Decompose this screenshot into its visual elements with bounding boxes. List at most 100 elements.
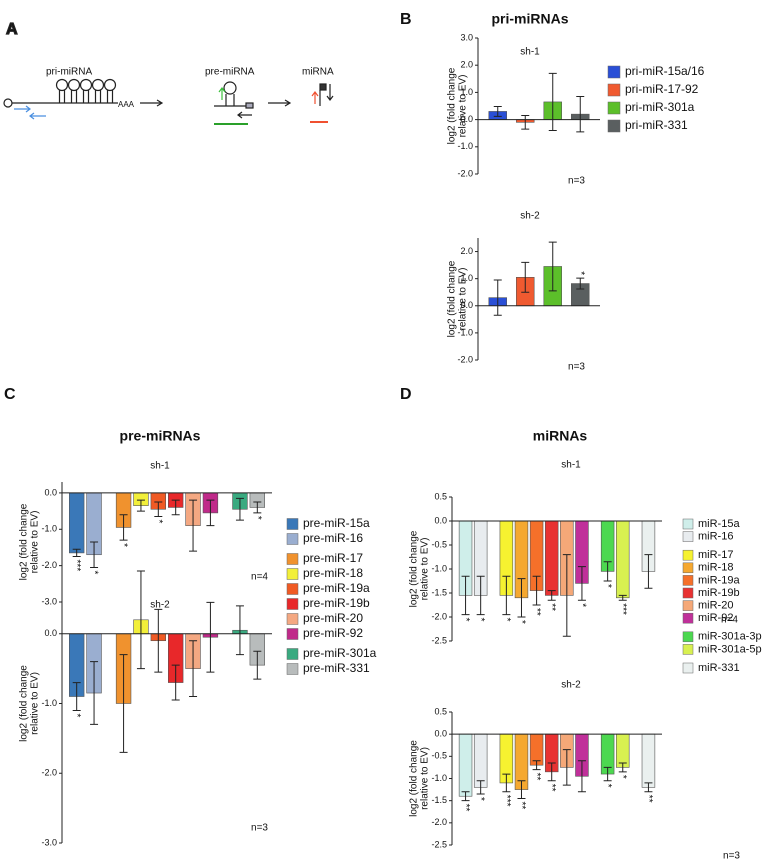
legend-swatch — [286, 613, 299, 625]
y-tick-label: -3.0 — [41, 596, 57, 606]
y-tick-label: 0.0 — [44, 487, 57, 497]
y-tick-label: -3.0 — [41, 837, 57, 847]
significance: *** — [617, 603, 628, 615]
n-label: n=3 — [723, 851, 740, 862]
subplot-title: sh-2 — [561, 680, 581, 691]
y-tick-label: -2.0 — [457, 354, 473, 364]
y-axis-label: relative to EV) — [458, 75, 469, 138]
y-tick-label: 0.5 — [434, 491, 447, 501]
error-bar — [502, 773, 511, 793]
legend-label: pre-miR-18 — [303, 566, 363, 580]
bar — [616, 520, 630, 599]
legend-swatch — [286, 553, 299, 565]
significance: * — [516, 620, 527, 624]
y-tick-label: -2.0 — [41, 560, 57, 570]
error-bar — [562, 749, 571, 786]
cap — [3, 98, 13, 108]
error-bar — [517, 780, 526, 799]
legend-swatch — [682, 562, 694, 574]
legend-swatch — [286, 568, 299, 580]
loop — [103, 78, 117, 92]
bar — [616, 733, 630, 768]
legend-label: pre-miR-16 — [303, 531, 363, 545]
panel-title: miRNAs — [533, 428, 588, 444]
n-label: n=4 — [721, 615, 738, 626]
error-bar — [493, 279, 502, 316]
pre-label: pre-miRNA — [205, 67, 255, 78]
primer-arrow — [326, 84, 334, 101]
significance: * — [71, 713, 82, 717]
y-tick-label: -2.0 — [41, 768, 57, 778]
error-bar — [154, 501, 163, 518]
y-axis-label: log2 (fold change — [447, 67, 458, 144]
legend-label: pri-miR-15a/16 — [625, 64, 705, 78]
n-label: n=3 — [568, 362, 585, 373]
legend-swatch — [682, 631, 694, 643]
y-tick-label: -1.0 — [41, 698, 57, 708]
y-axis-label: relative to EV) — [458, 268, 469, 331]
y-tick-label: -1.0 — [457, 141, 473, 151]
error-bar — [547, 762, 556, 782]
legend-swatch — [607, 83, 621, 97]
legend-swatch — [607, 65, 621, 79]
error-bar — [493, 106, 502, 117]
y-axis-label: relative to EV) — [30, 672, 41, 735]
error-bar — [235, 605, 244, 656]
error-bar — [521, 261, 530, 293]
significance: ** — [531, 608, 542, 616]
error-bar — [206, 601, 215, 673]
y-tick-label: -1.0 — [457, 327, 473, 337]
error-bar — [532, 575, 541, 606]
legend-label: pre-miR-19a — [303, 581, 370, 595]
significance: * — [501, 618, 512, 622]
error-bar — [253, 650, 262, 680]
significance: * — [475, 797, 486, 801]
significance: * — [602, 584, 613, 588]
y-tick-label: -2.0 — [431, 817, 447, 827]
legend-label: miR-92 — [698, 612, 733, 624]
legend-swatch — [286, 648, 299, 660]
error-bar — [119, 654, 128, 753]
error-bar — [562, 554, 571, 637]
error-bar — [72, 548, 81, 558]
error-bar — [502, 575, 511, 616]
error-bar — [476, 575, 485, 616]
subplot-title: sh-2 — [150, 600, 170, 611]
legend-label: pri-miR-301a — [625, 100, 695, 114]
significance: * — [118, 543, 129, 547]
loop — [91, 78, 105, 92]
significance: ** — [546, 603, 557, 611]
legend-label: miR-19b — [698, 587, 740, 599]
error-bar — [189, 640, 198, 698]
y-tick-label: -1.0 — [431, 773, 447, 783]
significance: ** — [546, 784, 557, 792]
n-label: n=3 — [251, 823, 268, 834]
significance: * — [252, 516, 263, 520]
significance: * — [475, 618, 486, 622]
legend-swatch — [682, 575, 694, 586]
error-bar — [90, 661, 99, 725]
legend-label: miR-301a-3p — [698, 631, 762, 643]
y-axis-label: log2 (fold change — [409, 530, 420, 607]
legend-swatch — [682, 531, 694, 542]
y-axis-label: log2 (fold change — [409, 740, 420, 817]
legend-label: miR-15a — [698, 518, 740, 530]
error-bar — [461, 575, 470, 616]
y-axis-label: log2 (fold change — [19, 503, 30, 580]
step-arrow — [140, 99, 164, 107]
legend-swatch — [286, 518, 299, 530]
error-bar — [517, 578, 526, 618]
legend-swatch — [682, 644, 694, 655]
y-tick-label: 3.0 — [460, 32, 473, 42]
y-tick-label: -1.5 — [431, 795, 447, 805]
error-bar — [547, 590, 556, 601]
y-axis-label: relative to EV) — [30, 511, 41, 574]
y-tick-label: -0.5 — [431, 539, 447, 549]
mature-label: miRNA — [302, 67, 334, 78]
legend-label: miR-19a — [698, 574, 740, 586]
significance: ** — [460, 804, 471, 812]
y-tick-label: 0.0 — [434, 729, 447, 739]
legend-label: pre-miR-15a — [303, 516, 370, 530]
stems — [58, 90, 114, 103]
